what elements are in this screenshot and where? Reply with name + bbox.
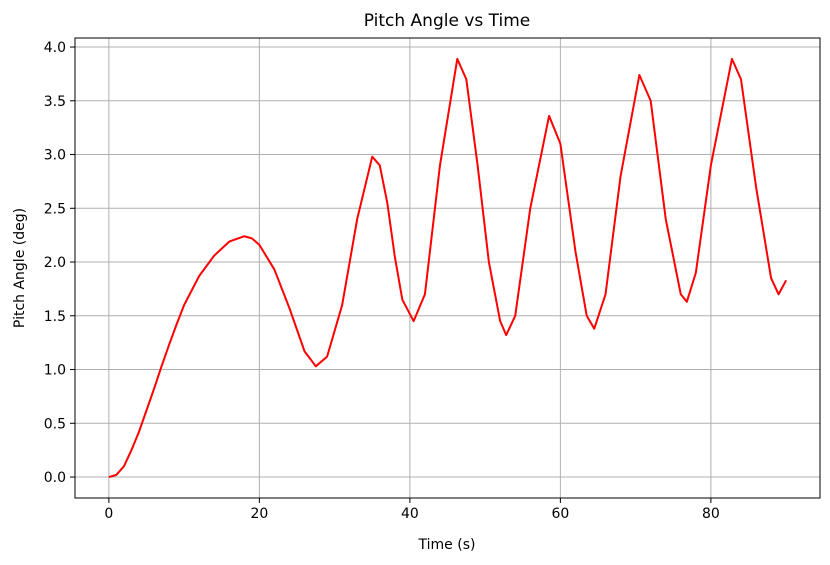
y-tick-label: 3.0	[44, 148, 66, 164]
x-axis-label: Time (s)	[418, 537, 476, 553]
y-tick-label: 0.5	[44, 416, 66, 432]
y-tick-label: 1.0	[44, 363, 66, 379]
x-tick-label: 60	[551, 506, 569, 522]
y-tick-label: 4.0	[44, 40, 66, 56]
plot-frame	[74, 37, 821, 499]
y-tick-label: 0.0	[44, 470, 66, 486]
data-line	[108, 57, 788, 478]
y-tick-label: 3.5	[44, 94, 66, 110]
chart-title: Pitch Angle vs Time	[364, 11, 531, 31]
x-tick-label: 0	[104, 506, 113, 522]
y-tick-label: 2.5	[44, 201, 66, 217]
y-tick-label: 2.0	[44, 255, 66, 271]
x-tick-label: 20	[250, 506, 268, 522]
y-axis-label: Pitch Angle (deg)	[12, 208, 28, 328]
y-tick-label: 1.5	[44, 309, 66, 325]
x-tick-label: 80	[702, 506, 720, 522]
x-tick-label: 40	[401, 506, 419, 522]
